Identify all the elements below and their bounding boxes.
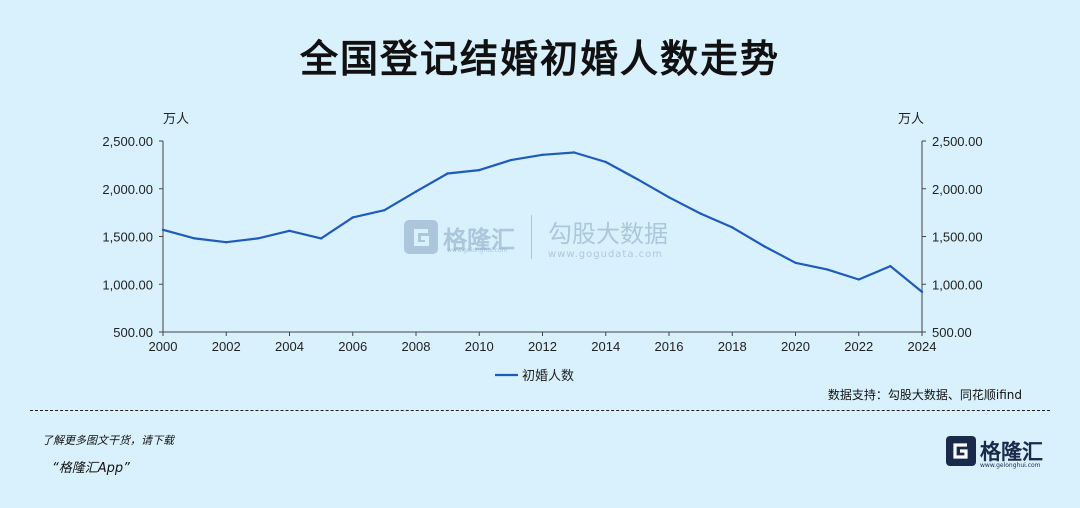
x-tick-label: 2022 (844, 339, 873, 354)
data-point (572, 151, 576, 154)
data-point (762, 244, 766, 248)
y-tick-label-right: 1,000.00 (932, 277, 983, 292)
brand-logo: 格隆汇 (946, 436, 1043, 466)
data-point (889, 264, 892, 268)
promo-text: 了解更多图文干货，请下载 (42, 434, 174, 447)
y-tick-label-left: 2,500.00 (102, 134, 153, 149)
watermark-separator (531, 215, 532, 259)
data-point (319, 237, 323, 240)
data-point (446, 172, 449, 175)
watermark-brand: 格隆汇 (443, 225, 515, 254)
y-tick-label-right: 2,500.00 (932, 134, 983, 149)
data-point (288, 229, 291, 232)
x-tick-label: 2016 (655, 339, 684, 354)
x-tick-label: 2010 (465, 339, 494, 354)
right-axis-unit: 万人 (898, 112, 925, 127)
data-point (225, 241, 228, 244)
logo-url: www.gelonghui.com (980, 462, 1041, 469)
data-point (509, 158, 513, 162)
watermark: 格隆汇 勾股大数据 www.gogudata.com (403, 214, 668, 260)
data-point (857, 278, 860, 281)
data-point (636, 178, 639, 181)
promo-app-name: “格隆汇App” (52, 461, 130, 476)
data-point (383, 209, 386, 212)
chart-title: 全国登记结婚初婚人数走势 (299, 37, 780, 81)
data-point (478, 168, 481, 172)
x-tick-label: 2024 (908, 339, 937, 354)
data-point (731, 226, 734, 229)
data-point (256, 237, 260, 240)
data-point (161, 228, 165, 232)
gelonghui-watermark-logo-icon (404, 220, 438, 254)
series-line-初婚人数 (162, 151, 923, 293)
x-tick-label: 2000 (149, 339, 178, 354)
data-point (604, 160, 607, 164)
x-tick-label: 2012 (528, 339, 557, 354)
y-tick-label-right: 500.00 (932, 325, 972, 340)
watermark-partner-url: www.gogudata.com (548, 249, 664, 260)
x-tick-label: 2008 (402, 339, 431, 354)
y-tick-label-left: 1,500.00 (102, 230, 153, 245)
watermark-brand-url: www.gelonghui.com (447, 247, 508, 254)
data-point (351, 216, 354, 219)
y-tick-label-right: 2,000.00 (932, 182, 983, 197)
x-tick-label: 2020 (781, 339, 810, 354)
x-tick-label: 2006 (338, 339, 367, 354)
y-tick-label-left: 2,000.00 (102, 182, 153, 197)
data-point (667, 196, 671, 199)
y-tick-label-left: 1,000.00 (102, 277, 153, 292)
x-tick-label: 2004 (275, 339, 304, 354)
gelonghui-logo-icon (946, 436, 976, 466)
watermark-partner: 勾股大数据 (548, 220, 668, 248)
data-point (541, 153, 544, 157)
data-point (699, 212, 702, 215)
left-axis-unit: 万人 (163, 112, 190, 127)
data-point (920, 290, 924, 294)
y-tick-label-left: 500.00 (113, 325, 153, 340)
data-point (414, 190, 418, 193)
x-tick-label: 2014 (591, 339, 620, 354)
x-tick-label: 2002 (212, 339, 241, 354)
divider (30, 410, 1050, 411)
data-point (794, 261, 797, 264)
data-source: 数据支持：勾股大数据、同花顺ifind (827, 388, 1022, 402)
x-tick-label: 2018 (718, 339, 747, 354)
y-tick-label-right: 1,500.00 (932, 230, 983, 245)
data-point (193, 237, 196, 240)
data-point (825, 268, 829, 271)
legend-label: 初婚人数 (522, 368, 574, 383)
logo-text: 格隆汇 (980, 440, 1043, 464)
